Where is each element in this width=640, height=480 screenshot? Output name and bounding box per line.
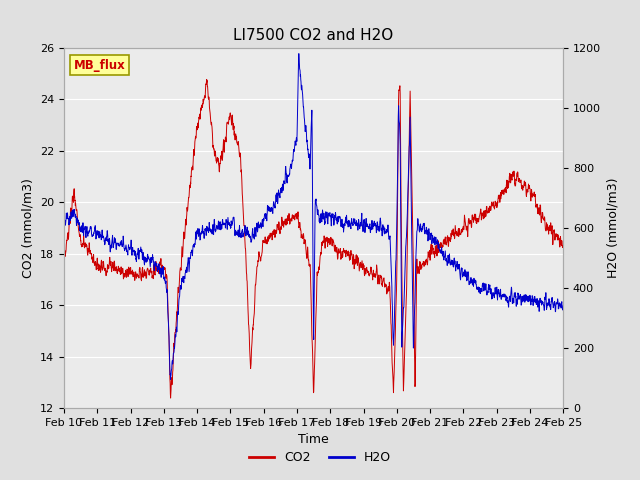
Y-axis label: CO2 (mmol/m3): CO2 (mmol/m3) xyxy=(22,178,35,278)
Text: MB_flux: MB_flux xyxy=(74,59,125,72)
Title: LI7500 CO2 and H2O: LI7500 CO2 and H2O xyxy=(234,28,394,43)
Y-axis label: H2O (mmol/m3): H2O (mmol/m3) xyxy=(607,178,620,278)
X-axis label: Time: Time xyxy=(298,433,329,446)
Legend: CO2, H2O: CO2, H2O xyxy=(244,446,396,469)
